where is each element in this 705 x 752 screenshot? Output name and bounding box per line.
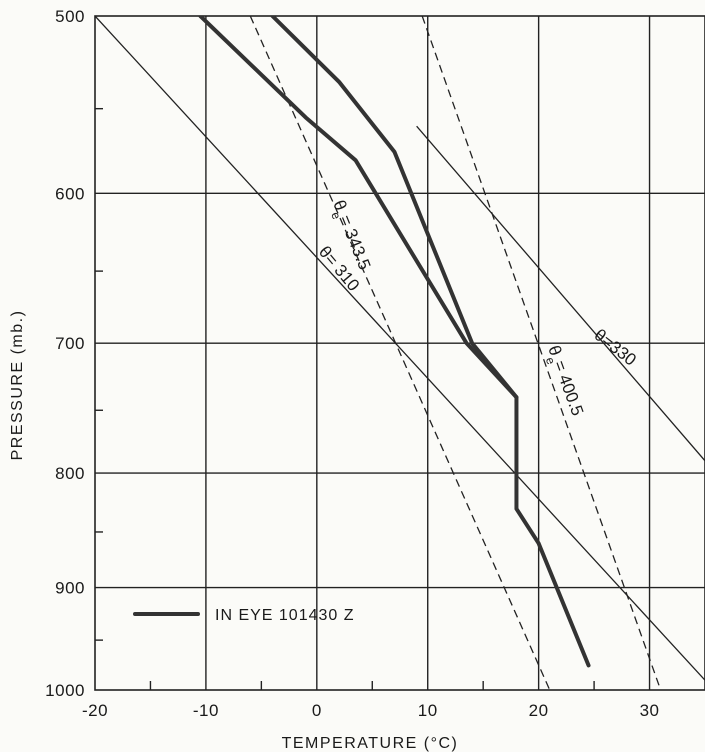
y-tick-label: 1000 bbox=[45, 681, 85, 700]
y-tick-label: 600 bbox=[55, 184, 85, 203]
y-axis-title: PRESSURE (mb.) bbox=[9, 310, 26, 461]
x-tick-label: -20 bbox=[82, 701, 108, 720]
y-tick-label: 800 bbox=[55, 464, 85, 483]
plot-frame bbox=[94, 15, 705, 691]
label-subscript: e bbox=[328, 210, 344, 222]
x-tick-label: 10 bbox=[418, 701, 438, 720]
series-line-1 bbox=[198, 16, 519, 400]
x-tick-label: 20 bbox=[529, 701, 549, 720]
series-layer bbox=[198, 16, 591, 668]
y-tick-label: 900 bbox=[55, 579, 85, 598]
x-tick-label: -10 bbox=[193, 701, 219, 720]
legend: IN EYE 101430 Z bbox=[133, 607, 355, 624]
legend-label: IN EYE 101430 Z bbox=[215, 607, 355, 624]
reference-line-theta_e-3 bbox=[421, 16, 662, 690]
reference-line-theta_e-2 bbox=[249, 16, 551, 690]
label-value: =330 bbox=[598, 331, 640, 370]
reference-line-label: θ=330 bbox=[591, 325, 640, 369]
reference-line-theta-1 bbox=[416, 125, 705, 462]
y-tick-label: 700 bbox=[55, 334, 85, 353]
x-tick-label: 30 bbox=[640, 701, 660, 720]
grid-layer: -20 -10 0 10 20 30 500 600 700 800 900 1000 bbox=[45, 7, 705, 720]
label-subscript: e bbox=[543, 355, 559, 366]
x-axis-title: TEMPERATURE (°C) bbox=[282, 735, 459, 752]
x-tick-label: 0 bbox=[312, 701, 322, 720]
series-line-0 bbox=[270, 16, 591, 668]
y-tick-label: 500 bbox=[55, 7, 85, 26]
reference-line-theta-0 bbox=[95, 16, 705, 681]
label-value: = 400.5 bbox=[550, 358, 587, 418]
reference-line-label: θe= 400.5 bbox=[540, 343, 588, 420]
reference-lines-layer bbox=[95, 16, 705, 690]
